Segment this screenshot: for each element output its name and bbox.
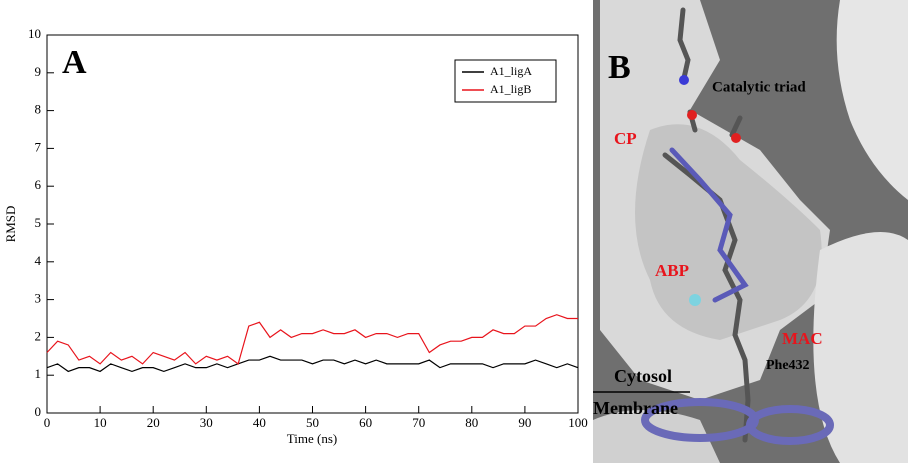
x-tick-label: 0 [44, 415, 51, 430]
y-tick-label: 5 [35, 215, 42, 230]
y-tick-label: 4 [35, 253, 42, 268]
x-tick-label: 70 [412, 415, 425, 430]
annotation: Membrane [593, 398, 678, 418]
data-line [47, 315, 578, 364]
x-axis-label: Time (ns) [287, 431, 337, 446]
y-tick-label: 7 [35, 139, 42, 154]
y-tick-label: 3 [35, 291, 42, 306]
x-tick-label: 10 [94, 415, 107, 430]
annotation: Phe432 [766, 358, 810, 373]
x-tick-label: 60 [359, 415, 372, 430]
x-tick-label: 80 [465, 415, 478, 430]
legend-label: A1_ligB [490, 82, 531, 96]
y-tick-label: 0 [35, 404, 42, 419]
annotation: Cytosol [614, 366, 672, 386]
molecular-image [593, 0, 908, 463]
annotation: CP [614, 129, 637, 148]
figure: B Catalytic triad CP ABP MAC Phe432 Cyto… [0, 0, 908, 463]
x-tick-label: 50 [306, 415, 319, 430]
x-tick-label: 20 [147, 415, 160, 430]
annotation: MAC [782, 329, 823, 348]
y-tick-label: 1 [35, 366, 42, 381]
legend-label: A1_ligA [490, 64, 532, 78]
y-tick-label: 9 [35, 64, 42, 79]
annotation: Catalytic triad [712, 79, 806, 95]
x-tick-label: 90 [518, 415, 531, 430]
y-axis-label: RMSD [3, 206, 18, 243]
y-tick-label: 8 [35, 102, 42, 117]
y-tick-label: 6 [35, 177, 42, 192]
y-tick-label: 10 [28, 26, 41, 41]
x-tick-label: 100 [568, 415, 588, 430]
annotation: ABP [655, 261, 689, 280]
x-tick-label: 30 [200, 415, 213, 430]
y-tick-label: 2 [35, 328, 42, 343]
x-tick-label: 40 [253, 415, 266, 430]
panel-label: A [62, 44, 87, 81]
panel-label: B [608, 49, 631, 86]
